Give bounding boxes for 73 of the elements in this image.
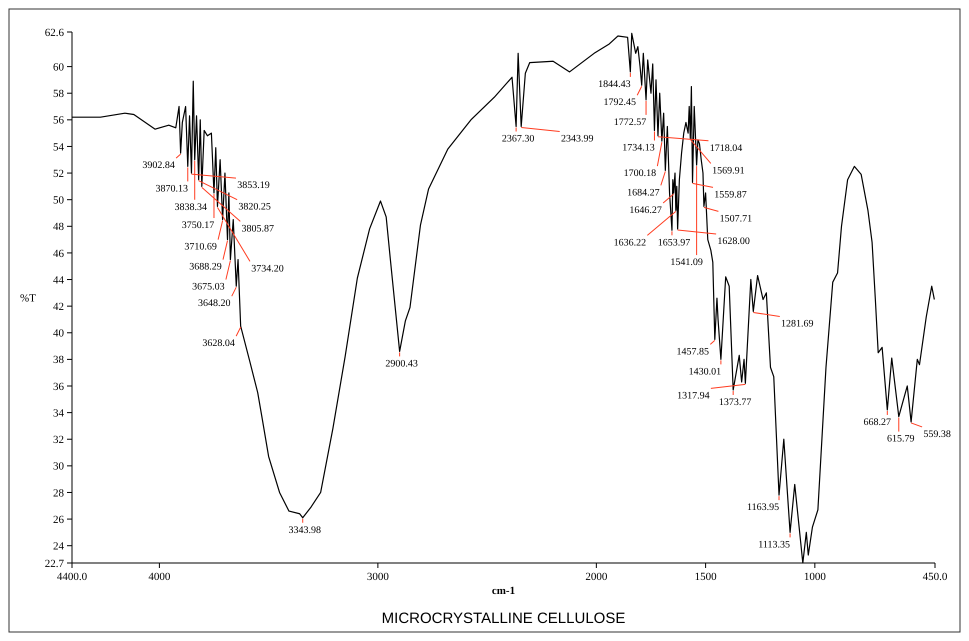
y-tick-label: 24 <box>53 540 64 553</box>
y-tick-label: 26 <box>53 514 64 526</box>
annotation: 3820.25 <box>238 202 271 213</box>
annotation: 1373.77 <box>718 396 752 408</box>
annotation: 3688.29 <box>189 262 222 273</box>
annotation: 1734.13 <box>622 142 655 154</box>
x-tick-label: 450.0 <box>922 571 948 583</box>
x-tick-label: 4400.0 <box>56 571 88 583</box>
y-tick-label: 32 <box>53 434 64 446</box>
annotation: 559.38 <box>923 428 951 440</box>
annotation: 1772.57 <box>614 116 646 128</box>
annotation: 3870.13 <box>156 183 188 194</box>
annotation: 3902.84 <box>142 160 175 172</box>
x-tick-label: 1500 <box>694 571 718 583</box>
annotation: 2900.43 <box>385 358 418 370</box>
annotation: 1430.01 <box>688 366 722 378</box>
y-tick-label: 40 <box>53 328 64 340</box>
y-tick-label: 42 <box>53 301 64 313</box>
annotation: 3628.04 <box>202 338 235 350</box>
y-tick-label: 38 <box>53 354 64 366</box>
annotation: 1646.27 <box>629 205 662 216</box>
y-tick-label: 34 <box>53 407 64 420</box>
y-tick-label: 46 <box>53 248 64 260</box>
annotation: 1792.45 <box>603 97 636 108</box>
annotation: 1844.43 <box>598 78 631 90</box>
y-tick-label: 48 <box>53 221 64 234</box>
annotation: 1317.94 <box>677 390 710 402</box>
annotation: 1163.95 <box>746 502 780 514</box>
y-tick-label: 36 <box>53 380 64 393</box>
annotation: 1541.09 <box>670 257 703 268</box>
y-tick-label: 30 <box>53 460 64 473</box>
annotation: 1559.87 <box>714 189 747 200</box>
x-tick-label: 4000 <box>148 571 171 583</box>
y-tick-label: 50 <box>53 194 64 207</box>
y-tick-label: 58 <box>53 88 64 100</box>
y-tick-label: 52 <box>53 168 64 180</box>
y-tick-label: 60 <box>53 61 64 74</box>
annotation: 1113.35 <box>758 539 790 550</box>
annotation: 3805.87 <box>242 223 274 234</box>
y-tick-label: 62.6 <box>44 26 64 39</box>
annotation: 1684.27 <box>627 187 660 198</box>
annotation: 3838.34 <box>174 202 207 213</box>
annotation: 1281.69 <box>781 318 814 330</box>
annotation: 1507.71 <box>720 213 752 224</box>
annotation: 1636.22 <box>614 237 646 248</box>
y-tick-label: 44 <box>53 274 64 286</box>
annotation: 1457.85 <box>676 346 710 358</box>
y-tick-label: 22.7 <box>44 558 64 570</box>
y-axis-title: %T <box>20 292 36 304</box>
annotation: 3343.98 <box>288 524 321 536</box>
text: MICROCRYSTALLINE CELLULOSE <box>382 610 626 627</box>
annotation: 615.79 <box>887 434 915 445</box>
annotation: 1700.18 <box>624 168 656 180</box>
annotation: 3750.17 <box>182 220 214 232</box>
annotation: 3734.20 <box>251 263 284 274</box>
x-tick-label: 3000 <box>366 571 390 583</box>
annotation: 2367.30 <box>502 133 534 144</box>
annotation: 3648.20 <box>198 298 231 310</box>
annotation: 1653.97 <box>658 237 690 248</box>
annotation: 1569.91 <box>712 165 745 176</box>
annotation: 3710.69 <box>184 242 217 253</box>
annotation: 3853.19 <box>237 180 270 192</box>
annotation: 3675.03 <box>192 282 225 293</box>
x-axis-title: cm-1 <box>492 585 516 597</box>
x-tick-label: 1000 <box>804 571 826 583</box>
annotation: 2343.99 <box>560 133 594 144</box>
annotation: 668.27 <box>864 416 892 428</box>
y-tick-label: 56 <box>53 114 64 127</box>
annotation: 1718.04 <box>710 142 742 154</box>
x-tick-label: 2000 <box>585 571 608 583</box>
y-tick-label: 28 <box>53 487 64 500</box>
y-tick-label: 54 <box>53 141 64 154</box>
annotation: 1628.00 <box>717 236 750 247</box>
